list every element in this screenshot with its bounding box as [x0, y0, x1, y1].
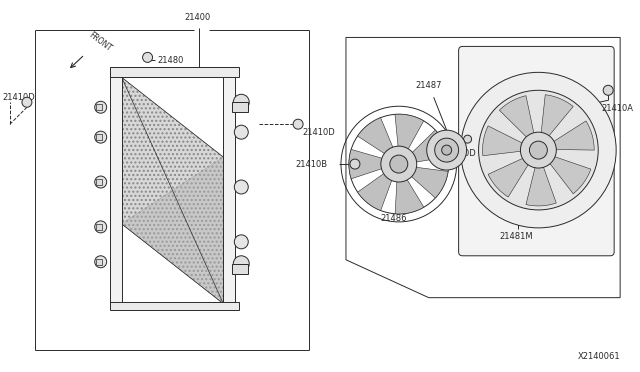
- Bar: [109, 72, 122, 307]
- Circle shape: [234, 94, 249, 110]
- Polygon shape: [122, 157, 223, 304]
- Polygon shape: [526, 164, 556, 206]
- Bar: [109, 302, 239, 310]
- Circle shape: [234, 180, 248, 194]
- Circle shape: [95, 221, 107, 233]
- Polygon shape: [548, 155, 591, 194]
- Circle shape: [234, 256, 249, 272]
- Polygon shape: [541, 95, 573, 139]
- Circle shape: [234, 235, 248, 249]
- FancyBboxPatch shape: [459, 46, 614, 256]
- Text: 21486: 21486: [381, 214, 407, 223]
- Polygon shape: [395, 114, 424, 153]
- Polygon shape: [483, 126, 525, 156]
- Polygon shape: [122, 77, 223, 304]
- Bar: [96, 259, 102, 265]
- Circle shape: [95, 256, 107, 268]
- Polygon shape: [488, 157, 531, 197]
- Text: 21410B: 21410B: [295, 160, 327, 169]
- Text: 21400: 21400: [184, 13, 211, 22]
- Polygon shape: [395, 176, 424, 214]
- Circle shape: [95, 131, 107, 143]
- Circle shape: [293, 119, 303, 129]
- Circle shape: [234, 125, 248, 139]
- Text: 21410A: 21410A: [601, 104, 633, 113]
- Polygon shape: [408, 167, 448, 198]
- Circle shape: [381, 146, 417, 182]
- Text: FRONT: FRONT: [87, 31, 113, 54]
- Polygon shape: [358, 171, 393, 211]
- Circle shape: [95, 176, 107, 188]
- Text: 21480: 21480: [157, 56, 184, 65]
- Circle shape: [461, 72, 616, 228]
- Circle shape: [529, 141, 547, 159]
- Circle shape: [463, 135, 472, 143]
- Text: 21410D: 21410D: [444, 149, 476, 158]
- Text: 21410D: 21410D: [2, 93, 35, 102]
- Circle shape: [479, 90, 598, 210]
- Circle shape: [520, 132, 556, 168]
- Circle shape: [427, 130, 467, 170]
- Bar: [232, 102, 248, 112]
- Bar: [96, 134, 102, 140]
- Circle shape: [350, 159, 360, 169]
- Circle shape: [95, 101, 107, 113]
- Text: 21481M: 21481M: [500, 232, 533, 241]
- Text: X2140061: X2140061: [577, 353, 620, 362]
- Polygon shape: [358, 118, 394, 155]
- Polygon shape: [410, 130, 448, 163]
- Polygon shape: [499, 96, 534, 140]
- Circle shape: [143, 52, 152, 62]
- Circle shape: [390, 155, 408, 173]
- Circle shape: [435, 138, 459, 162]
- Polygon shape: [349, 150, 386, 179]
- Bar: [223, 72, 236, 307]
- Polygon shape: [550, 121, 594, 150]
- Circle shape: [22, 97, 32, 107]
- Circle shape: [603, 85, 613, 95]
- Bar: [96, 224, 102, 230]
- Bar: [232, 264, 248, 274]
- Circle shape: [442, 145, 452, 155]
- Bar: [109, 67, 239, 77]
- Text: 21410D: 21410D: [302, 128, 335, 137]
- Text: 21487: 21487: [415, 81, 442, 90]
- Bar: [96, 104, 102, 110]
- Bar: [96, 179, 102, 185]
